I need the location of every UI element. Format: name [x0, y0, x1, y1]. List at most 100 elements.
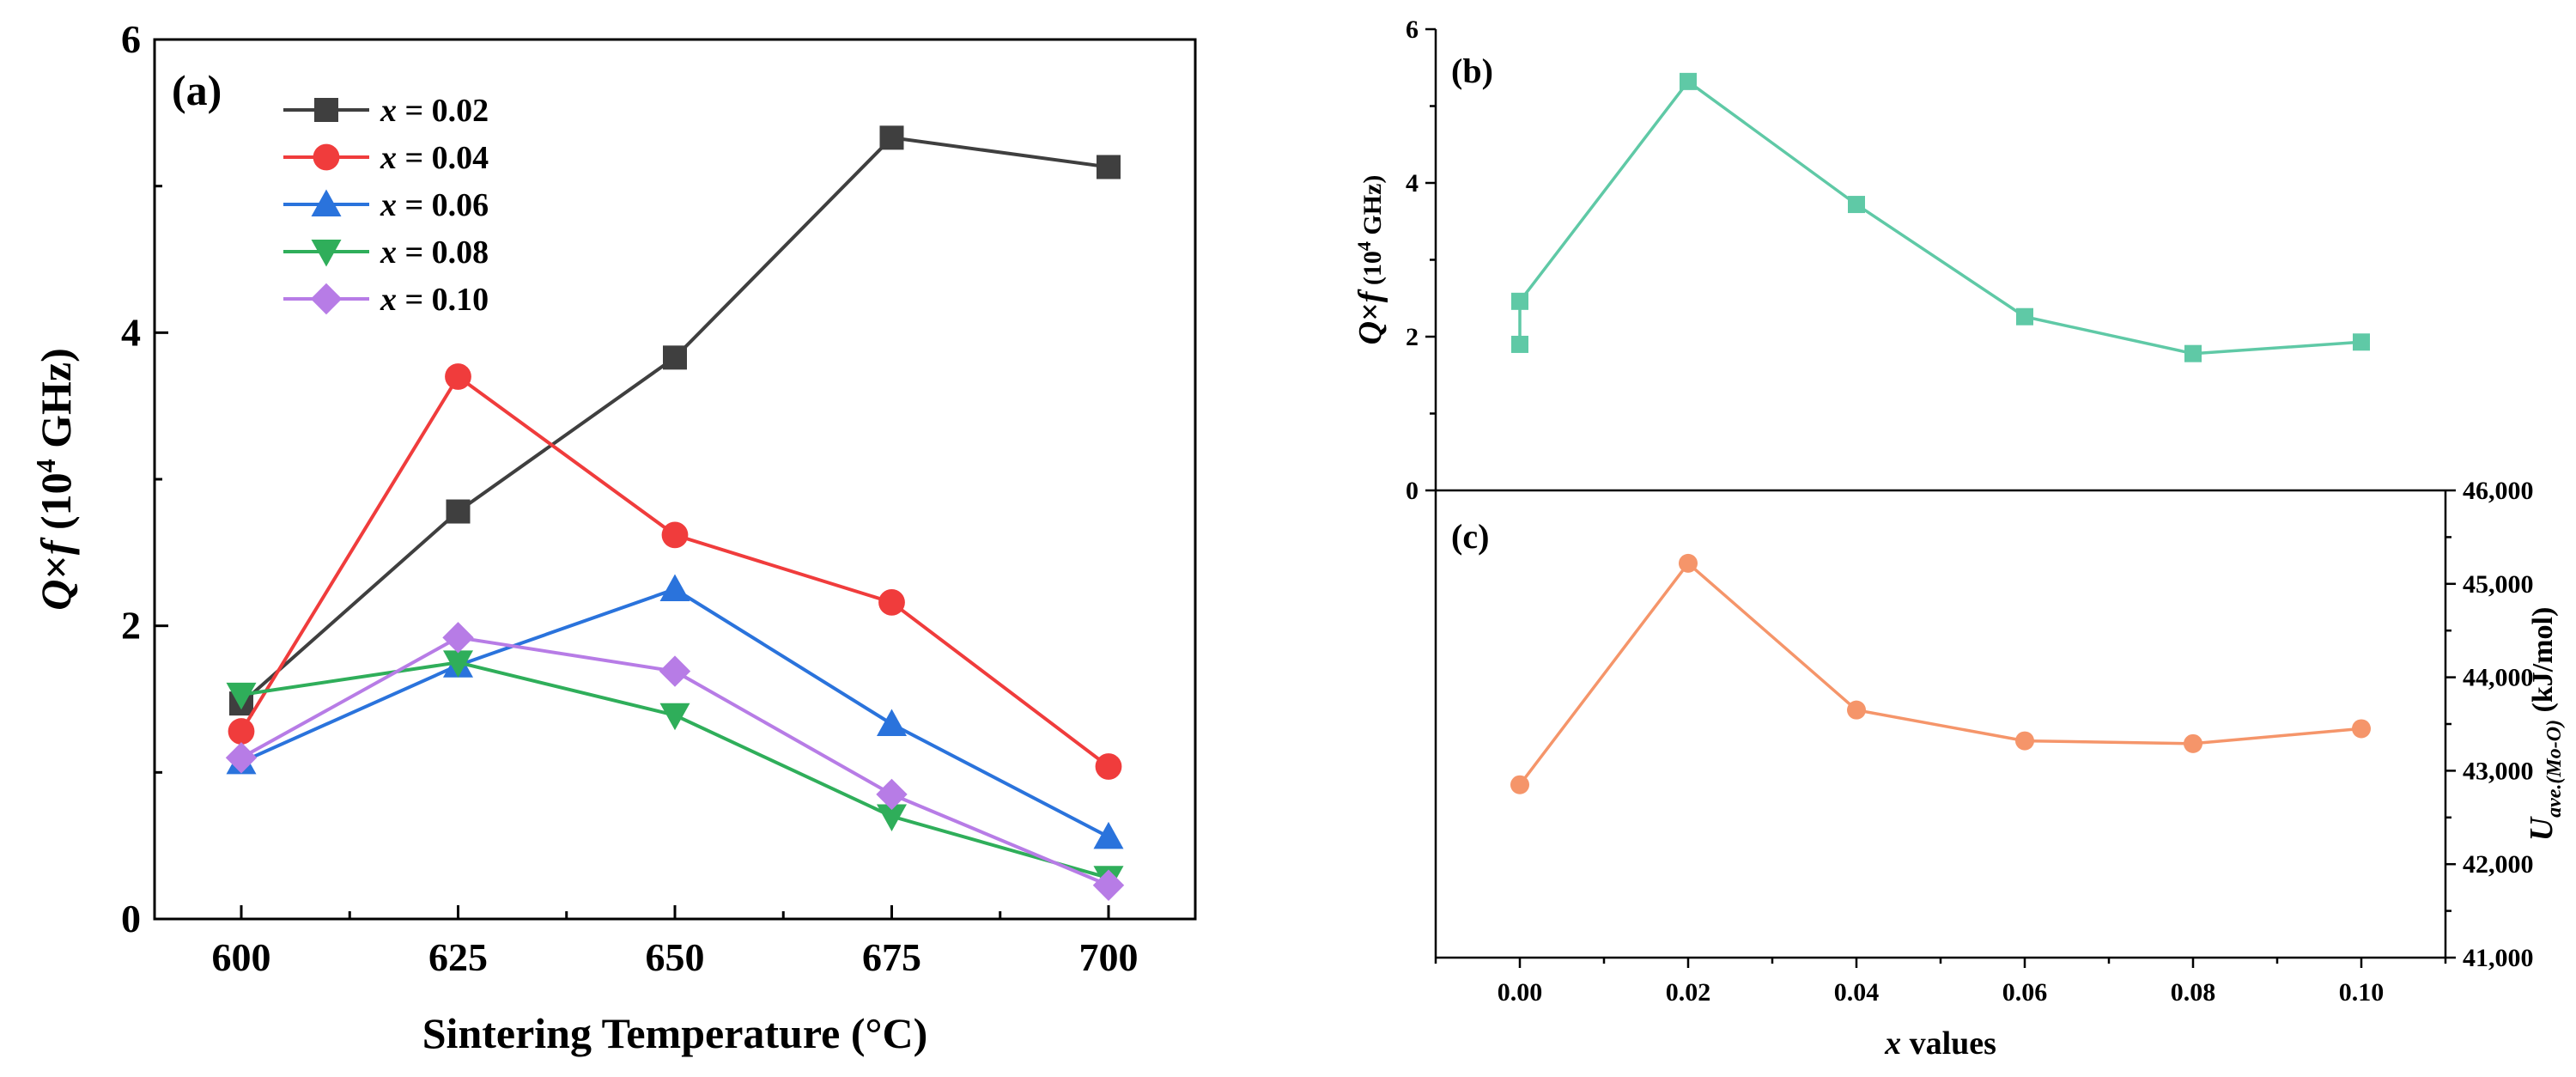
- panel-label: (a): [172, 66, 222, 114]
- x-tick-label: 700: [1079, 935, 1139, 979]
- y-title-u: U: [2524, 815, 2560, 841]
- panel-c-chart: 41,000 42,000 43,000 44,000 45,000 46,000 0.00…: [1434, 477, 2566, 1062]
- y-tick-label: 2: [121, 604, 141, 648]
- legend-label: x = 0.04: [380, 140, 489, 176]
- y-tick-label: 41,000: [2463, 944, 2534, 972]
- x-title-rest: values: [1901, 1025, 1996, 1062]
- y-tick-label: 46,000: [2463, 477, 2534, 505]
- y-title-unit: (kJ/mol): [2527, 607, 2559, 720]
- legend-marker: [310, 283, 343, 315]
- x-tick-label: 600: [212, 935, 271, 979]
- data-point: [1680, 72, 1697, 90]
- data-point: [877, 709, 907, 737]
- data-point: [1848, 196, 1865, 214]
- legend-marker: [311, 240, 342, 267]
- y-tick-label: 45,000: [2463, 570, 2534, 599]
- y-title-subscript: ave.(Mo-O): [2543, 720, 2566, 818]
- y-title-unit-rest: GHz): [1358, 175, 1387, 241]
- x-title-var: x: [1884, 1025, 1901, 1062]
- x-tick-label: 0.02: [1666, 978, 1711, 1007]
- y-tick-label: 43,000: [2463, 757, 2534, 785]
- x-tick-label: 0.04: [1834, 978, 1880, 1007]
- y-tick-label: 42,000: [2463, 850, 2534, 879]
- y-title-times: ×: [32, 555, 80, 580]
- data-point: [1847, 700, 1866, 720]
- x-tick-label: 0.08: [2171, 978, 2216, 1007]
- legend-label-value: = 0.08: [397, 234, 489, 271]
- y-title-unit: (10: [1358, 251, 1387, 292]
- x-tick-label: 0.06: [2002, 978, 2048, 1007]
- y-tick-label: 6: [121, 17, 141, 61]
- data-point: [1511, 335, 1528, 353]
- data-point: [2184, 733, 2202, 753]
- y-axis-title: Q×f (104 GHz): [1352, 175, 1388, 345]
- data-point: [876, 778, 908, 811]
- legend-label: x = 0.02: [380, 93, 489, 129]
- data-point: [1510, 775, 1529, 794]
- legend-label-value: = 0.06: [397, 187, 489, 223]
- legend-marker: [313, 143, 340, 171]
- legend-label: x = 0.10: [380, 282, 489, 318]
- y-title-q: Q: [1352, 321, 1388, 344]
- data-point: [663, 345, 687, 370]
- plot-frame: [153, 38, 1197, 921]
- y-title-f: f: [32, 537, 80, 555]
- series-line: [1518, 79, 2362, 356]
- data-point: [661, 521, 689, 549]
- y-title-exponent: 4: [1353, 241, 1375, 251]
- x-axis-title: Sintering Temperature (°C): [422, 1009, 927, 1057]
- panel-label: (b): [1451, 52, 1493, 90]
- legend-label-var: x: [380, 234, 397, 271]
- y-title-f: f: [1352, 289, 1388, 302]
- legend-label-value: = 0.02: [397, 93, 489, 129]
- data-point: [1679, 553, 1698, 573]
- legend-label-value: = 0.04: [397, 140, 489, 176]
- data-point: [1511, 292, 1528, 310]
- x-tick-label: 650: [646, 935, 705, 979]
- data-point: [225, 742, 258, 774]
- legend-marker: [314, 98, 338, 122]
- data-point: [445, 363, 471, 390]
- y-title-q: Q: [32, 580, 80, 611]
- y-tick-label: 44,000: [2463, 664, 2534, 692]
- data-point: [878, 588, 905, 616]
- data-point: [1093, 821, 1124, 849]
- legend-label: x = 0.08: [380, 234, 489, 271]
- series-line: [240, 136, 1109, 705]
- y-title-unit-rest: GHz): [32, 348, 80, 459]
- data-point: [879, 125, 904, 150]
- data-point: [2184, 344, 2202, 362]
- x-axis-title: x values: [1884, 1025, 1996, 1062]
- x-tick-label: 0.10: [2339, 978, 2385, 1007]
- legend-label-var: x: [380, 187, 397, 223]
- legend-label-var: x: [380, 93, 397, 129]
- data-point: [2015, 731, 2034, 751]
- y-axis-title: Q×f (104 GHz): [30, 348, 80, 611]
- data-point: [226, 682, 257, 710]
- x-tick-label: 0.00: [1498, 978, 1543, 1007]
- y-tick-label: 6: [1406, 15, 1419, 44]
- y-title-exponent: 4: [30, 459, 61, 472]
- legend-label-var: x: [380, 282, 397, 318]
- y-tick-label: 4: [1406, 169, 1419, 198]
- legend-marker: [311, 189, 342, 216]
- series-line: [1518, 561, 2362, 786]
- y-tick-label: 0: [1406, 477, 1419, 505]
- data-point: [877, 804, 907, 832]
- data-point: [1095, 753, 1122, 780]
- data-point: [2353, 333, 2370, 351]
- data-point: [443, 650, 473, 678]
- panel-label: (c): [1451, 517, 1489, 556]
- y-tick-label: 0: [121, 897, 141, 940]
- y-axis-title: Uave.(Mo-O) (kJ/mol): [2524, 607, 2566, 842]
- legend-label-var: x: [380, 140, 397, 176]
- data-point: [446, 499, 471, 524]
- y-title-times: ×: [1352, 302, 1388, 321]
- x-tick-label: 625: [428, 935, 488, 979]
- y-title-unit: (10: [32, 472, 80, 540]
- data-point: [1092, 869, 1125, 901]
- data-point: [2016, 307, 2033, 326]
